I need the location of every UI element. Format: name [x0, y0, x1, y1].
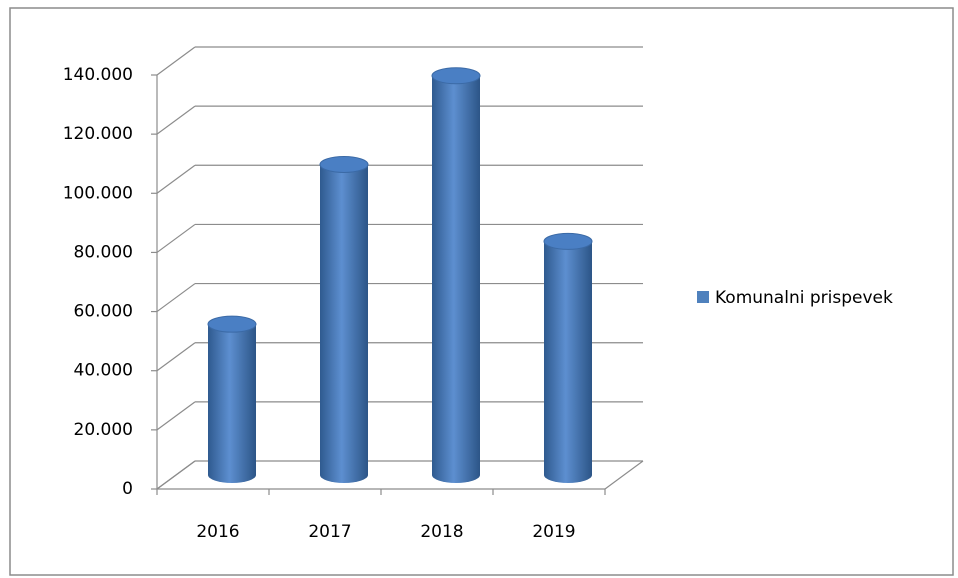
- y-tick-label: 60.000: [74, 302, 133, 322]
- bar: [320, 164, 368, 483]
- y-tick-label: 80.000: [74, 242, 133, 262]
- y-tick-label: 0: [122, 479, 133, 499]
- x-tick-label: 2018: [420, 522, 463, 542]
- bar: [432, 75, 480, 484]
- bar-top: [207, 315, 257, 333]
- y-tick-label: 120.000: [63, 124, 133, 144]
- grid-line: [156, 460, 196, 490]
- bar-top: [319, 156, 369, 173]
- grid-line: [156, 223, 196, 253]
- y-tick-label: 140.000: [63, 65, 133, 85]
- grid-line: [156, 283, 196, 313]
- floor-edge: [604, 460, 644, 490]
- x-tick-label: 2019: [532, 522, 575, 542]
- x-tick-label: 2017: [308, 522, 351, 542]
- y-tick-label: 100.000: [63, 183, 133, 203]
- grid-line: [156, 401, 196, 431]
- bar: [208, 324, 256, 483]
- bar: [544, 241, 592, 483]
- legend-label: Komunalni prispevek: [715, 288, 893, 308]
- bar-top: [431, 67, 481, 85]
- grid-line: [156, 46, 196, 76]
- grid-line: [156, 164, 196, 194]
- grid-line: [156, 342, 196, 372]
- grid-line: [156, 105, 196, 135]
- legend-swatch: [697, 291, 709, 303]
- bar-top: [543, 232, 593, 250]
- y-tick-label: 20.000: [74, 420, 133, 440]
- frame: [9, 7, 954, 576]
- x-tick-label: 2016: [196, 522, 239, 542]
- y-tick-label: 40.000: [74, 361, 133, 381]
